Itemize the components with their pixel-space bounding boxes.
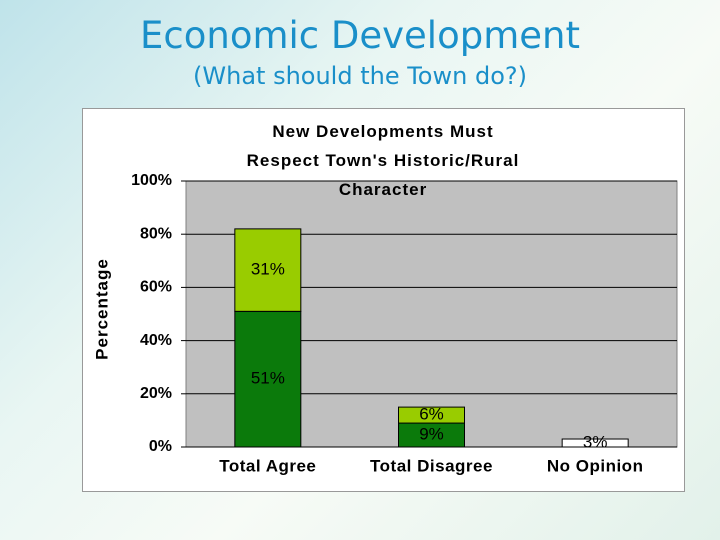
bar-segment <box>234 228 302 312</box>
x-tick-label: Total Agree <box>219 456 316 475</box>
bar-segment <box>398 406 465 424</box>
value-label: 9% <box>419 425 444 444</box>
y-tick-label: 20% <box>140 385 172 402</box>
y-axis-label: Percentage <box>92 258 111 360</box>
value-label: 51% <box>251 369 285 388</box>
slide-subtitle: (What should the Town do?) <box>193 62 527 90</box>
bar-segment <box>561 438 629 448</box>
bar-segment <box>234 310 302 448</box>
y-tick-label: 100% <box>131 172 172 189</box>
value-label: 3% <box>583 432 608 451</box>
y-tick-label: 0% <box>149 438 172 455</box>
chart-title: New Developments Must Respect Town's His… <box>246 122 520 199</box>
y-tick-label: 40% <box>140 332 172 349</box>
value-label: 6% <box>419 405 444 424</box>
value-label: 31% <box>251 260 285 279</box>
slide-title: Economic Development <box>140 14 580 57</box>
y-tick-label: 80% <box>140 225 172 242</box>
x-tick-label: No Opinion <box>547 456 644 475</box>
y-tick-label: 60% <box>140 279 172 296</box>
x-tick-label: Total Disagree <box>370 456 493 475</box>
chart-box: Percentage 0% 20% 40% 60% 80% 100% 51% 31% Total… <box>82 108 685 492</box>
chart: Percentage 0% 20% 40% 60% 80% 100% 51% 31% Total… <box>92 172 678 475</box>
